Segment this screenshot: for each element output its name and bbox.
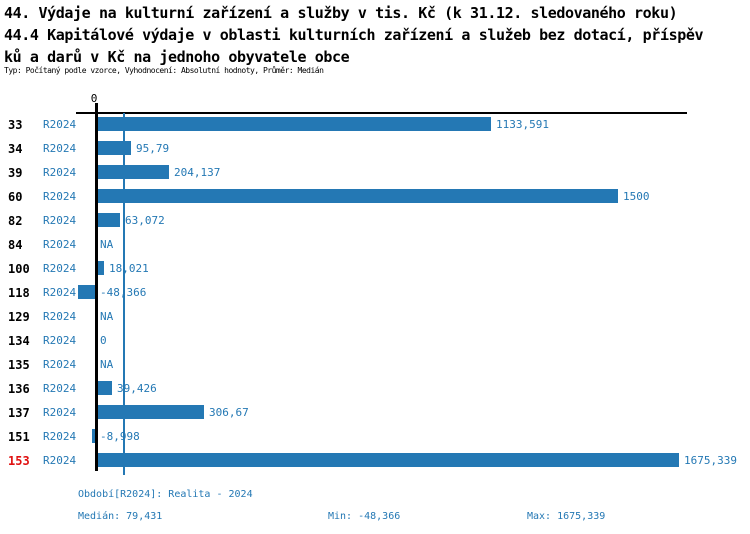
- row-value-label: NA: [100, 310, 114, 323]
- row-category-label: 33: [8, 118, 23, 132]
- value-bar: [98, 381, 112, 395]
- title-line-3: ků a darů v Kč na jednoho obyvatele obce: [4, 48, 350, 66]
- row-series-label: R2024: [43, 118, 77, 131]
- axis-zero-line: [95, 103, 98, 471]
- row-series-label: R2024: [43, 310, 77, 323]
- row-category-label: 100: [8, 262, 30, 276]
- row-value-label: 63,072: [125, 214, 165, 227]
- value-bar: [98, 261, 104, 275]
- row-value-label: NA: [100, 238, 114, 251]
- row-series-label: R2024: [43, 166, 77, 179]
- row-category-label: 34: [8, 142, 23, 156]
- row-category-label: 134: [8, 334, 30, 348]
- axis-zero-tick-label: 0: [90, 92, 98, 105]
- value-bar: [98, 189, 618, 203]
- row-value-label: 39,426: [117, 382, 157, 395]
- row-value-label: 18,021: [109, 262, 149, 275]
- chart-row: 84 R2024 NA: [0, 233, 750, 257]
- row-value-label: NA: [100, 358, 114, 371]
- chart-row: 137 R2024 306,67: [0, 401, 750, 425]
- footer-period-info: Období[R2024]: Realita - 2024: [78, 489, 253, 500]
- row-series-label: R2024: [43, 286, 77, 299]
- value-bar: [98, 405, 204, 419]
- footer-max-stat: Max: 1675,339: [527, 511, 606, 522]
- row-category-label: 129: [8, 310, 30, 324]
- row-category-label: 39: [8, 166, 23, 180]
- median-reference-line: [123, 113, 125, 475]
- row-series-label: R2024: [43, 334, 77, 347]
- value-bar: [98, 165, 169, 179]
- row-category-label: 137: [8, 406, 30, 420]
- row-value-label: -48,366: [100, 286, 147, 299]
- value-bar: [98, 117, 491, 131]
- row-category-label: 84: [8, 238, 23, 252]
- row-series-label: R2024: [43, 190, 77, 203]
- chart-row: 34 R2024 95,79: [0, 137, 750, 161]
- chart-row: 153 R2024 1675,339: [0, 449, 750, 473]
- row-value-label: 1500: [623, 190, 650, 203]
- row-category-label: 118: [8, 286, 30, 300]
- footer-min-stat: Min: -48,366: [328, 511, 401, 522]
- row-value-label: 1675,339: [684, 454, 737, 467]
- chart-row: 39 R2024 204,137: [0, 161, 750, 185]
- value-bar: [98, 141, 131, 155]
- chart-row: 129 R2024 NA: [0, 305, 750, 329]
- row-value-label: 0: [100, 334, 107, 347]
- row-value-label: 306,67: [209, 406, 249, 419]
- row-series-label: R2024: [43, 454, 77, 467]
- row-series-label: R2024: [43, 382, 77, 395]
- row-series-label: R2024: [43, 430, 77, 443]
- chart-row: 82 R2024 63,072: [0, 209, 750, 233]
- row-series-label: R2024: [43, 238, 77, 251]
- axis-top-line: [76, 112, 687, 114]
- row-category-label: 135: [8, 358, 30, 372]
- row-value-label: 204,137: [174, 166, 221, 179]
- row-value-label: -8,998: [100, 430, 140, 443]
- row-category-label: 153: [8, 454, 30, 468]
- chart-row: 134 R2024 0: [0, 329, 750, 353]
- value-bar: [98, 453, 679, 467]
- value-bar: [92, 429, 95, 443]
- chart-row: 136 R2024 39,426: [0, 377, 750, 401]
- chart-row: 118 R2024 -48,366: [0, 281, 750, 305]
- chart-row: 135 R2024 NA: [0, 353, 750, 377]
- row-series-label: R2024: [43, 406, 77, 419]
- row-series-label: R2024: [43, 262, 77, 275]
- page-title: 44. Výdaje na kulturní zařízení a služby…: [4, 2, 703, 68]
- title-line-2: 44.4 Kapitálové výdaje v oblasti kulturn…: [4, 26, 704, 44]
- value-bar: [78, 285, 95, 299]
- row-category-label: 136: [8, 382, 30, 396]
- row-value-label: 95,79: [136, 142, 170, 155]
- row-series-label: R2024: [43, 214, 77, 227]
- row-category-label: 60: [8, 190, 23, 204]
- row-category-label: 82: [8, 214, 23, 228]
- chart-row: 33 R2024 1133,591: [0, 113, 750, 137]
- chart-row: 151 R2024 -8,998: [0, 425, 750, 449]
- chart-row: 100 R2024 18,021: [0, 257, 750, 281]
- row-series-label: R2024: [43, 142, 77, 155]
- row-category-label: 151: [8, 430, 30, 444]
- chart-meta-info: Typ: Počítaný podle vzorce, Vyhodnocení:…: [4, 66, 324, 75]
- row-value-label: 1133,591: [496, 118, 549, 131]
- chart-row: 60 R2024 1500: [0, 185, 750, 209]
- value-bar: [98, 213, 120, 227]
- row-series-label: R2024: [43, 358, 77, 371]
- footer-median-stat: Medián: 79,431: [78, 511, 163, 522]
- title-line-1: 44. Výdaje na kulturní zařízení a služby…: [4, 4, 678, 22]
